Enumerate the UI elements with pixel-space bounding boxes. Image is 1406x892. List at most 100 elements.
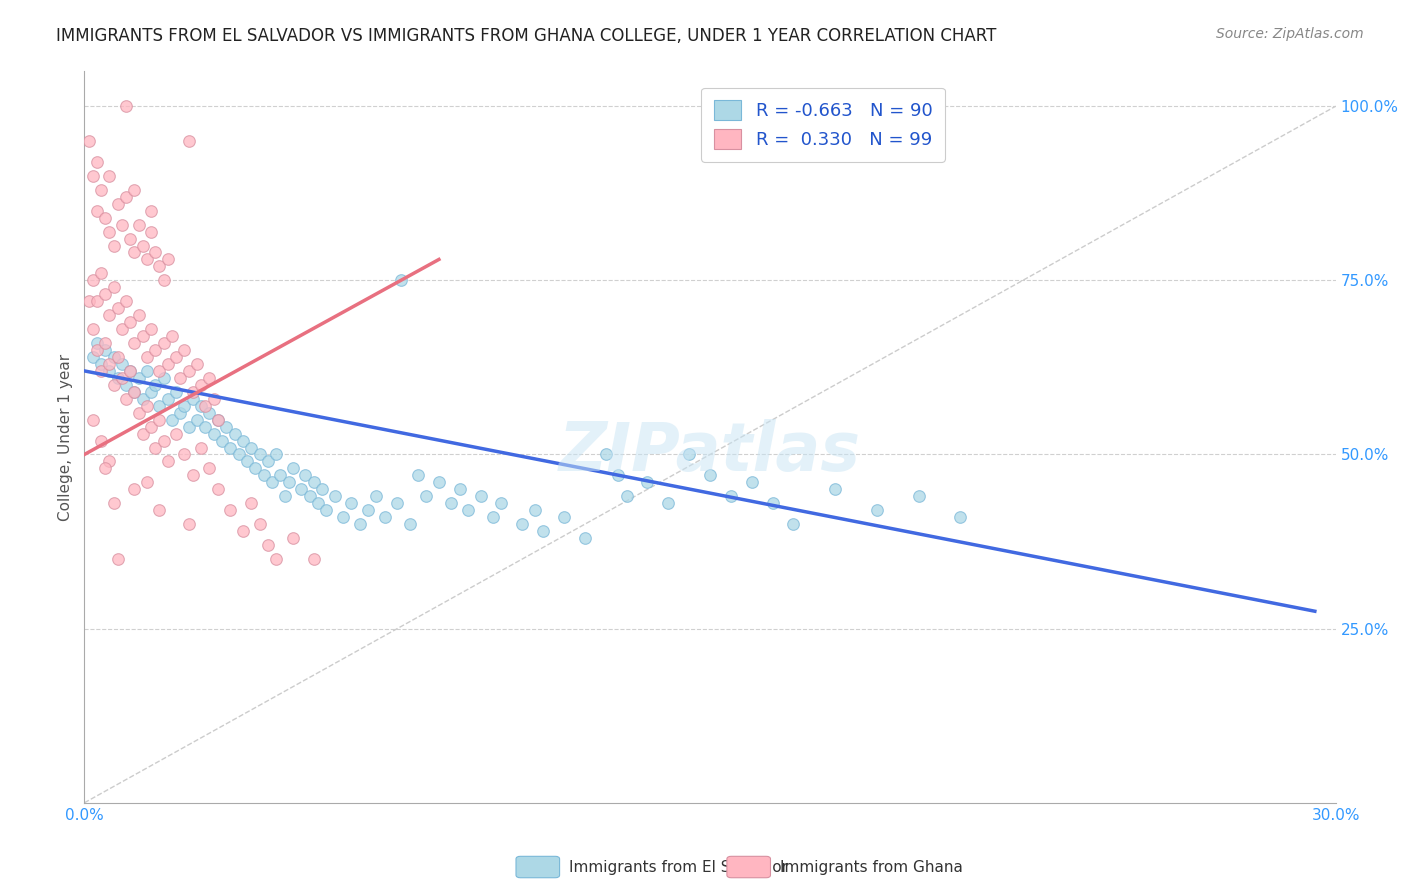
Point <box>139 225 162 239</box>
Point <box>207 412 229 426</box>
Point <box>136 475 159 490</box>
Point <box>782 517 804 532</box>
Point <box>77 134 100 148</box>
Point <box>156 454 179 468</box>
Point <box>177 364 200 378</box>
Point <box>616 489 638 503</box>
Point <box>128 406 150 420</box>
Point <box>427 475 450 490</box>
Point <box>512 517 534 532</box>
Point <box>115 377 138 392</box>
Point <box>90 357 112 371</box>
Point <box>415 489 437 503</box>
Point <box>107 196 129 211</box>
Point <box>148 399 170 413</box>
Point <box>124 384 146 399</box>
Point <box>152 273 174 287</box>
Point <box>219 441 242 455</box>
Point <box>173 399 195 413</box>
Point <box>107 371 129 385</box>
Point <box>194 399 217 413</box>
Point <box>357 503 380 517</box>
Point <box>136 399 159 413</box>
Point <box>124 245 146 260</box>
Point <box>207 412 229 426</box>
Point <box>165 350 187 364</box>
Point <box>595 448 617 462</box>
Point <box>124 384 146 399</box>
Point <box>103 238 125 252</box>
Point <box>103 350 125 364</box>
Point <box>98 454 121 468</box>
Point <box>315 503 337 517</box>
Text: IMMIGRANTS FROM EL SALVADOR VS IMMIGRANTS FROM GHANA COLLEGE, UNDER 1 YEAR CORRE: IMMIGRANTS FROM EL SALVADOR VS IMMIGRANT… <box>56 27 997 45</box>
Point <box>77 294 100 309</box>
Point <box>311 483 333 497</box>
Point <box>143 343 166 357</box>
Point <box>98 169 121 183</box>
Point <box>98 364 121 378</box>
Point <box>124 183 146 197</box>
Text: Immigrants from Ghana: Immigrants from Ghana <box>780 860 963 874</box>
Point <box>294 468 316 483</box>
Point <box>152 336 174 351</box>
Point <box>86 336 108 351</box>
Point <box>385 496 409 510</box>
Text: ZIPatlas: ZIPatlas <box>560 418 860 484</box>
Point <box>277 475 299 490</box>
Point <box>115 294 138 309</box>
Point <box>340 496 363 510</box>
Point <box>139 203 162 218</box>
Point <box>82 169 104 183</box>
Point <box>637 475 659 490</box>
Point <box>82 412 104 426</box>
Point <box>160 329 183 343</box>
Point <box>136 252 159 267</box>
Point <box>98 357 121 371</box>
Point <box>523 503 546 517</box>
Point <box>177 419 200 434</box>
Point <box>173 448 195 462</box>
Point <box>148 364 170 378</box>
Point <box>907 489 929 503</box>
Y-axis label: College, Under 1 year: College, Under 1 year <box>58 353 73 521</box>
Point <box>607 468 630 483</box>
Point <box>228 448 250 462</box>
Point <box>115 99 138 113</box>
Point <box>90 183 112 197</box>
Point <box>173 343 195 357</box>
Point <box>281 531 304 545</box>
Point <box>90 266 112 280</box>
Point <box>190 399 212 413</box>
Point <box>366 489 388 503</box>
Point <box>143 377 166 392</box>
Point <box>132 426 155 441</box>
Point <box>132 238 155 252</box>
Point <box>198 406 221 420</box>
Point <box>186 357 208 371</box>
Point <box>148 260 170 274</box>
Point <box>107 350 129 364</box>
Point <box>531 524 554 538</box>
Point <box>215 419 238 434</box>
Point <box>82 322 104 336</box>
Point <box>90 364 112 378</box>
Point <box>281 461 304 475</box>
Point <box>82 350 104 364</box>
Point <box>152 371 174 385</box>
Point <box>136 364 159 378</box>
Point <box>186 412 208 426</box>
Point <box>139 322 162 336</box>
Point <box>152 434 174 448</box>
Point <box>257 454 280 468</box>
Point <box>398 517 420 532</box>
Point <box>824 483 846 497</box>
Point <box>165 384 187 399</box>
Point <box>224 426 246 441</box>
Point <box>389 273 412 287</box>
Point <box>574 531 596 545</box>
Point <box>98 308 121 322</box>
Point <box>181 468 204 483</box>
Point <box>94 211 117 225</box>
Point <box>94 287 117 301</box>
